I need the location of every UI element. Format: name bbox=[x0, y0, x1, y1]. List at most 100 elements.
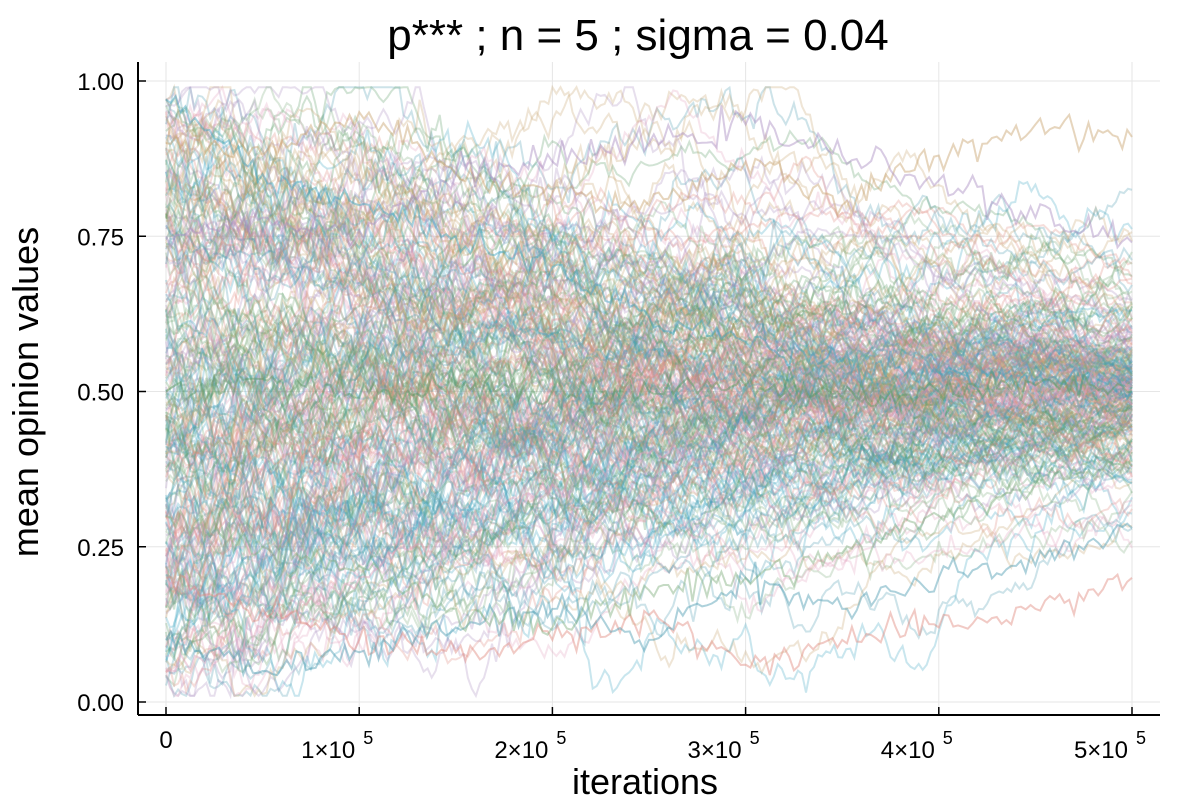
opinion-trajectory bbox=[165, 312, 1133, 547]
tick-labels: 0 1×10 5 2×10 5 3×10 5 4×10 5 5×10 5 0.00 0.25 0.50 0.… bbox=[77, 69, 1146, 764]
opinion-trajectory bbox=[165, 367, 1133, 644]
opinion-trajectory bbox=[165, 498, 1133, 614]
opinion-trajectory bbox=[165, 217, 1133, 468]
opinion-trajectory bbox=[165, 233, 1133, 607]
opinion-trajectory bbox=[165, 217, 1133, 369]
opinion-trajectory bbox=[165, 373, 1133, 663]
x-tick-exponent: 5 bbox=[556, 728, 566, 748]
opinion-trajectory bbox=[165, 350, 1133, 572]
opinion-trajectory bbox=[165, 309, 1133, 700]
opinion-trajectory bbox=[165, 443, 1133, 697]
opinion-trajectory bbox=[165, 314, 1133, 617]
opinion-trajectory bbox=[165, 413, 1133, 632]
opinion-trajectory bbox=[165, 297, 1133, 476]
opinion-trajectory bbox=[165, 452, 1133, 591]
opinion-trajectory bbox=[165, 204, 1133, 486]
opinion-trajectory bbox=[165, 230, 1133, 421]
opinion-trajectory bbox=[165, 149, 1133, 463]
opinion-trajectory bbox=[165, 355, 1133, 608]
series-layer bbox=[165, 83, 1133, 700]
opinion-trajectory bbox=[165, 232, 1133, 480]
x-tick-label: 5×10 bbox=[1074, 737, 1128, 764]
opinion-trajectory bbox=[165, 408, 1133, 608]
opinion-trajectory bbox=[165, 86, 1133, 411]
opinion-trajectory bbox=[165, 395, 1133, 595]
opinion-trajectory bbox=[165, 84, 1133, 345]
opinion-trajectory bbox=[165, 332, 1133, 583]
opinion-trajectory bbox=[165, 333, 1133, 504]
opinion-trajectory bbox=[165, 422, 1133, 612]
opinion-trajectory bbox=[165, 373, 1133, 638]
x-tick-exponent: 5 bbox=[750, 728, 760, 748]
opinion-trajectory bbox=[165, 328, 1133, 477]
opinion-trajectory bbox=[165, 422, 1133, 686]
opinion-trajectory bbox=[165, 138, 1133, 421]
opinion-trajectory bbox=[165, 262, 1133, 473]
opinion-trajectory bbox=[165, 411, 1133, 593]
series-line bbox=[165, 109, 1133, 218]
series-line bbox=[165, 572, 1133, 676]
opinion-trajectory bbox=[165, 151, 1133, 465]
opinion-trajectory bbox=[165, 206, 1133, 431]
opinion-trajectory bbox=[165, 311, 1133, 604]
opinion-trajectory bbox=[165, 410, 1133, 567]
opinion-trajectory bbox=[165, 254, 1133, 460]
opinion-trajectory bbox=[165, 320, 1133, 486]
opinion-trajectory bbox=[165, 235, 1133, 338]
opinion-trajectory bbox=[165, 159, 1133, 382]
opinion-trajectory bbox=[165, 130, 1133, 412]
opinion-trajectory bbox=[165, 259, 1133, 407]
opinion-trajectory bbox=[165, 101, 1133, 428]
opinion-trajectory bbox=[165, 272, 1133, 516]
opinion-trajectory bbox=[165, 385, 1133, 528]
opinion-trajectory bbox=[165, 379, 1133, 657]
opinion-trajectory bbox=[165, 209, 1133, 448]
opinion-trajectory bbox=[165, 371, 1133, 688]
opinion-trajectory bbox=[165, 427, 1133, 661]
opinion-trajectory bbox=[165, 430, 1133, 622]
opinion-trajectory bbox=[165, 351, 1133, 487]
opinion-trajectory bbox=[165, 169, 1133, 420]
opinion-trajectory bbox=[165, 157, 1133, 484]
opinion-trajectory bbox=[165, 142, 1133, 377]
x-tick-exponent: 5 bbox=[943, 728, 953, 748]
series-line bbox=[165, 366, 1133, 410]
opinion-trajectory bbox=[165, 383, 1133, 562]
opinion-trajectory bbox=[165, 350, 1133, 542]
opinion-trajectory bbox=[165, 498, 1133, 695]
opinion-trajectory bbox=[165, 89, 1133, 334]
opinion-trajectory bbox=[165, 394, 1133, 579]
opinion-trajectory bbox=[165, 350, 1133, 488]
opinion-trajectory bbox=[165, 86, 1133, 447]
opinion-trajectory bbox=[165, 86, 1133, 447]
opinion-trajectory bbox=[165, 171, 1133, 422]
series-line bbox=[165, 93, 1133, 401]
opinion-trajectory bbox=[165, 389, 1133, 698]
opinion-trajectory bbox=[165, 384, 1133, 699]
x-tick-exponent: 5 bbox=[1136, 728, 1146, 748]
opinion-trajectory bbox=[165, 335, 1133, 452]
opinion-trajectory bbox=[165, 314, 1133, 498]
opinion-trajectory bbox=[165, 193, 1133, 332]
opinion-trajectory bbox=[165, 130, 1133, 414]
opinion-trajectory bbox=[165, 367, 1133, 554]
opinion-trajectory bbox=[165, 344, 1133, 586]
opinion-trajectory bbox=[165, 236, 1133, 549]
y-tick-label: 0.00 bbox=[77, 690, 124, 717]
opinion-trajectory bbox=[165, 83, 1133, 463]
opinion-trajectory bbox=[165, 317, 1133, 440]
opinion-trajectory bbox=[165, 408, 1133, 610]
opinion-trajectory bbox=[165, 241, 1133, 490]
opinion-trajectory bbox=[165, 347, 1133, 567]
opinion-trajectory bbox=[165, 469, 1133, 673]
chart-title: p*** ; n = 5 ; sigma = 0.04 bbox=[387, 11, 888, 60]
opinion-trajectory bbox=[165, 116, 1133, 317]
opinion-trajectory bbox=[165, 431, 1133, 629]
opinion-trajectory bbox=[165, 269, 1133, 469]
opinion-trajectory bbox=[165, 336, 1133, 465]
opinion-trajectory bbox=[165, 217, 1133, 419]
opinion-trajectory bbox=[165, 365, 1133, 519]
opinion-trajectory bbox=[165, 373, 1133, 630]
opinion-trajectory bbox=[165, 308, 1133, 439]
